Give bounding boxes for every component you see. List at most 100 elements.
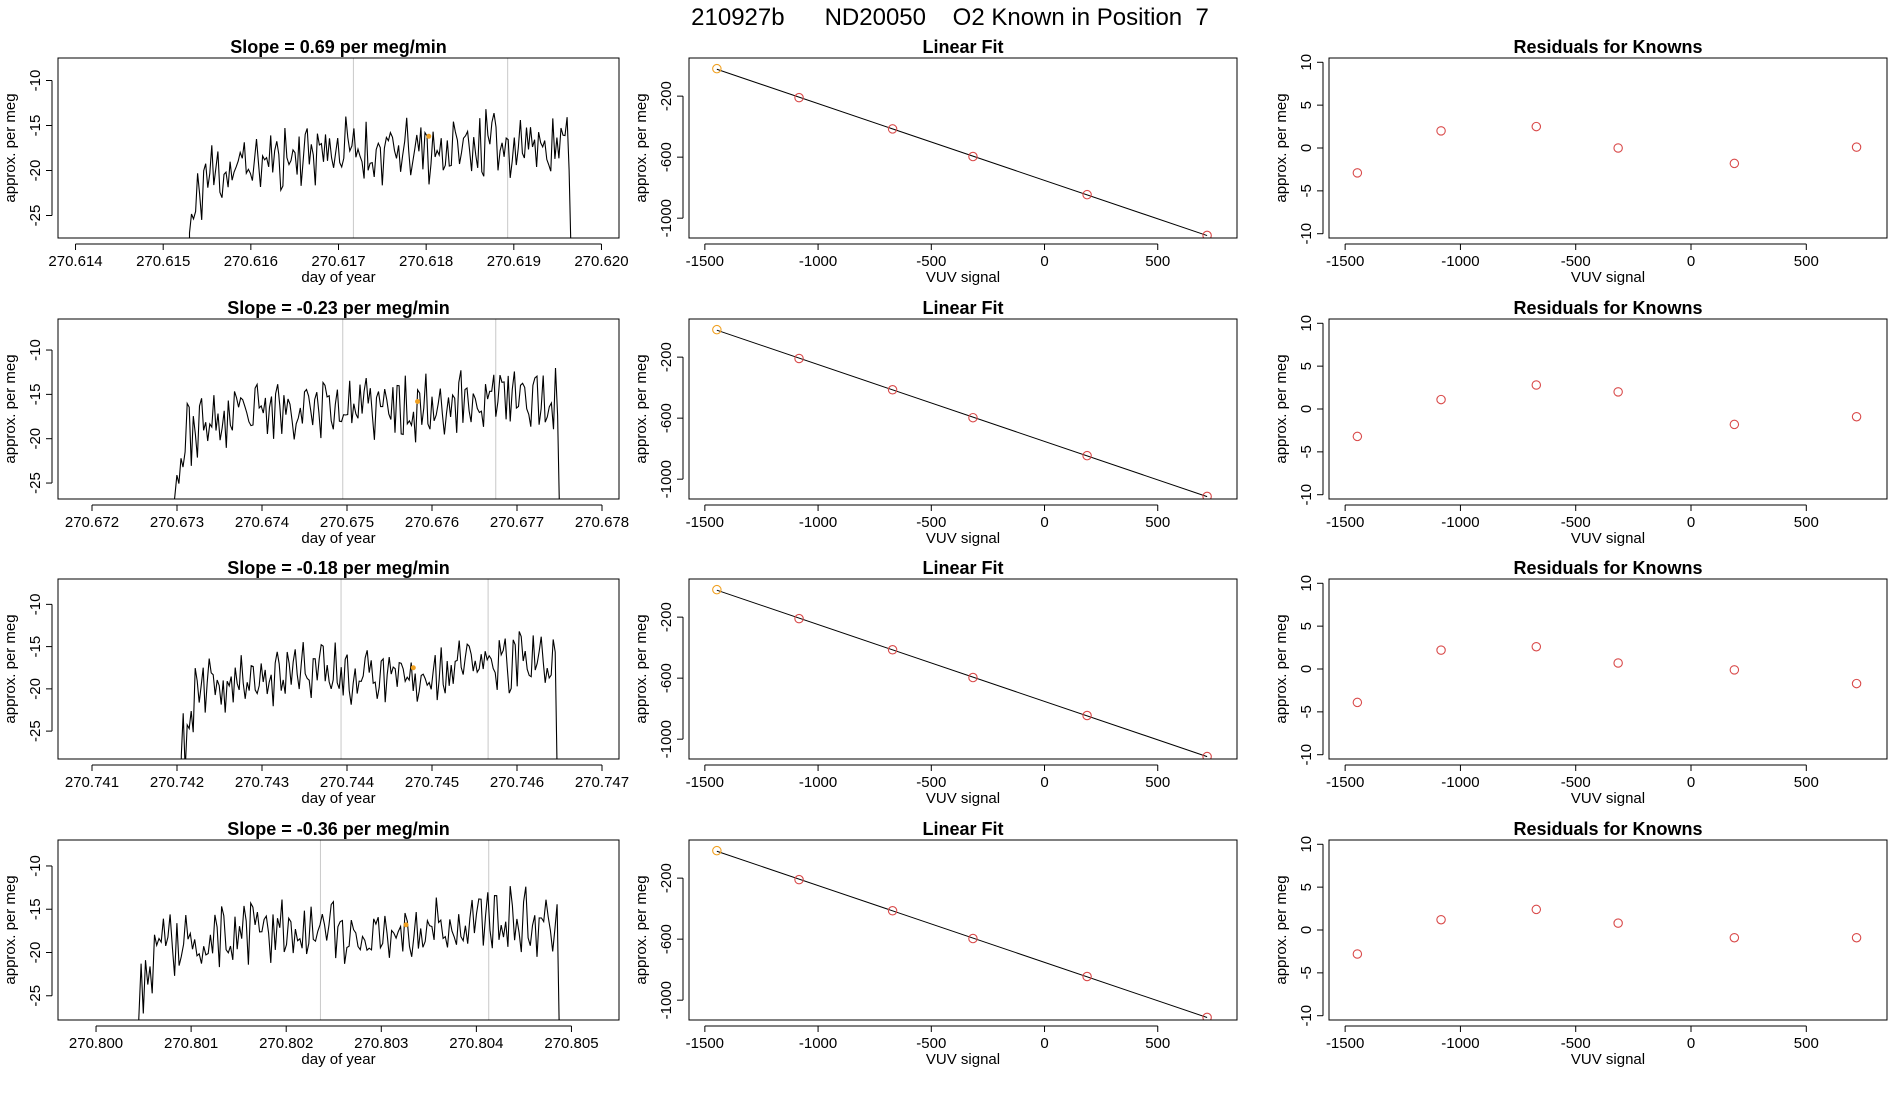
- data-point: [794, 613, 804, 624]
- x-tick-label: 270.801: [164, 1035, 218, 1052]
- x-tick-label: -500: [916, 774, 946, 791]
- timeseries-panel-row-3: Slope = -0.18 per meg/min 270.741 270.742 2…: [2, 558, 629, 807]
- x-tick-label: 0: [1040, 1035, 1048, 1052]
- y-tick-label: -1000: [658, 460, 675, 498]
- x-axis-label: day of year: [301, 269, 375, 286]
- x-tick-label: 270.746: [490, 774, 544, 791]
- x-tick-label: 270.742: [150, 774, 204, 791]
- x-tick-label: 0: [1687, 1035, 1695, 1052]
- x-tick-label: -500: [916, 253, 946, 270]
- x-tick-label: 270.614: [48, 253, 102, 270]
- x-axis-label: day of year: [301, 790, 375, 807]
- series-line: [138, 886, 560, 1020]
- x-axis-label: VUV signal: [926, 1051, 1000, 1068]
- data-point: [1202, 491, 1212, 499]
- x-tick-label: 270.616: [224, 253, 278, 270]
- x-tick-label: -1000: [1441, 774, 1479, 791]
- x-tick-label: -1000: [799, 1035, 837, 1052]
- data-point: [968, 151, 978, 162]
- data-point: [1531, 380, 1542, 390]
- y-tick-label: -10: [1298, 1005, 1315, 1027]
- x-tick-label: -500: [916, 514, 946, 531]
- data-point: [712, 584, 722, 595]
- y-tick-label: -20: [27, 160, 44, 182]
- data-point: [1352, 949, 1363, 959]
- x-tick-label: 500: [1145, 774, 1170, 791]
- x-tick-label: 500: [1794, 253, 1819, 270]
- panel-title: Slope = -0.18 per meg/min: [227, 558, 450, 578]
- data-point: [1202, 230, 1212, 238]
- x-tick-label: 500: [1145, 514, 1170, 531]
- panel-title: Linear Fit: [922, 819, 1003, 839]
- data-point: [1436, 914, 1446, 925]
- data-point: [1436, 126, 1446, 136]
- panel-title: Residuals for Knowns: [1513, 819, 1702, 839]
- y-tick-label: -15: [27, 384, 44, 406]
- y-tick-label: -20: [27, 428, 44, 450]
- x-axis-label: VUV signal: [1571, 790, 1645, 807]
- x-tick-label: 270.802: [259, 1035, 313, 1052]
- data-point: [1851, 932, 1862, 943]
- data-point: [1202, 751, 1212, 759]
- y-tick-label: -5: [1298, 966, 1315, 979]
- plot-area: [712, 63, 1212, 238]
- y-axis-label: approx. per meg: [1273, 614, 1290, 723]
- panel-title: Linear Fit: [922, 298, 1003, 318]
- y-tick-label: -600: [658, 663, 675, 693]
- x-tick-label: 500: [1794, 514, 1819, 531]
- plot-area: [173, 319, 560, 499]
- plot-area: [188, 58, 572, 238]
- y-axis-label: approx. per meg: [1273, 875, 1290, 984]
- y-axis-label: approx. per meg: [1273, 354, 1290, 463]
- fit-panel-row-4: Linear Fit -1500 -1000 -500 0 500 VUV signal -1…: [633, 819, 1238, 1068]
- x-tick-label: 500: [1145, 1035, 1170, 1052]
- data-point: [712, 845, 722, 856]
- panel-title: Linear Fit: [922, 37, 1003, 57]
- y-axis-label: approx. per meg: [633, 875, 650, 984]
- data-point: [887, 906, 898, 916]
- data-point: [1352, 431, 1363, 442]
- fit-panel-row-3: Linear Fit -1500 -1000 -500 0 500 VUV signal -1…: [633, 558, 1238, 807]
- x-tick-label: -500: [1561, 514, 1591, 531]
- x-tick-label: -1000: [1441, 514, 1479, 531]
- fit-line: [716, 850, 1208, 1018]
- y-tick-label: -15: [27, 898, 44, 920]
- x-tick-label: 270.615: [136, 253, 190, 270]
- y-tick-label: 0: [1298, 926, 1315, 934]
- data-point: [887, 385, 898, 395]
- timeseries-panel-row-1: Slope = 0.69 per meg/min 270.614 270.615 27…: [2, 37, 629, 286]
- data-point: [1202, 1012, 1212, 1020]
- y-tick-label: -200: [658, 602, 675, 632]
- y-tick-label: 0: [1298, 144, 1315, 152]
- x-axis-label: VUV signal: [926, 790, 1000, 807]
- data-point: [887, 124, 898, 134]
- x-tick-label: 270.675: [320, 514, 374, 531]
- fit-line: [716, 589, 1208, 758]
- data-point: [1729, 419, 1740, 430]
- data-point: [1851, 411, 1862, 422]
- x-tick-label: -1500: [1326, 774, 1364, 791]
- x-axis-label: VUV signal: [1571, 269, 1645, 286]
- y-tick-label: 10: [1298, 315, 1315, 332]
- y-axis-label: approx. per meg: [633, 354, 650, 463]
- y-tick-label: 0: [1298, 665, 1315, 673]
- data-point: [1082, 710, 1092, 721]
- x-tick-label: 500: [1145, 253, 1170, 270]
- panel-title: Residuals for Knowns: [1513, 37, 1702, 57]
- y-tick-label: -5: [1298, 445, 1315, 458]
- data-point: [887, 645, 898, 655]
- data-point: [1352, 168, 1363, 178]
- y-tick-label: -10: [27, 855, 44, 877]
- x-tick-label: 270.744: [320, 774, 374, 791]
- data-point: [712, 324, 722, 335]
- x-tick-label: 0: [1687, 253, 1695, 270]
- y-tick-label: -20: [27, 678, 44, 700]
- plot-frame: [1328, 57, 1888, 239]
- x-tick-label: 500: [1794, 774, 1819, 791]
- data-point: [968, 933, 978, 944]
- data-point: [1729, 932, 1740, 943]
- y-tick-label: 10: [1298, 54, 1315, 71]
- x-tick-label: 270.620: [574, 253, 628, 270]
- x-tick-label: 270.676: [405, 514, 459, 531]
- highlight-point: [403, 922, 409, 928]
